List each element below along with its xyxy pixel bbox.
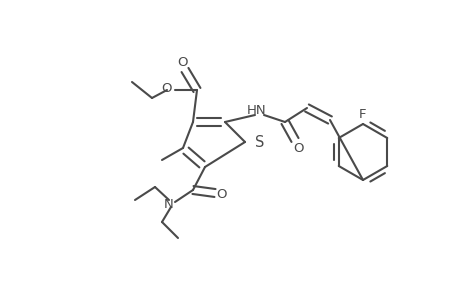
Text: S: S [254, 134, 264, 149]
Text: N: N [164, 197, 174, 211]
Text: O: O [162, 82, 172, 94]
Text: F: F [358, 107, 366, 121]
Text: HN: HN [246, 103, 266, 116]
Text: O: O [293, 142, 303, 154]
Text: O: O [177, 56, 188, 68]
Text: O: O [216, 188, 227, 200]
